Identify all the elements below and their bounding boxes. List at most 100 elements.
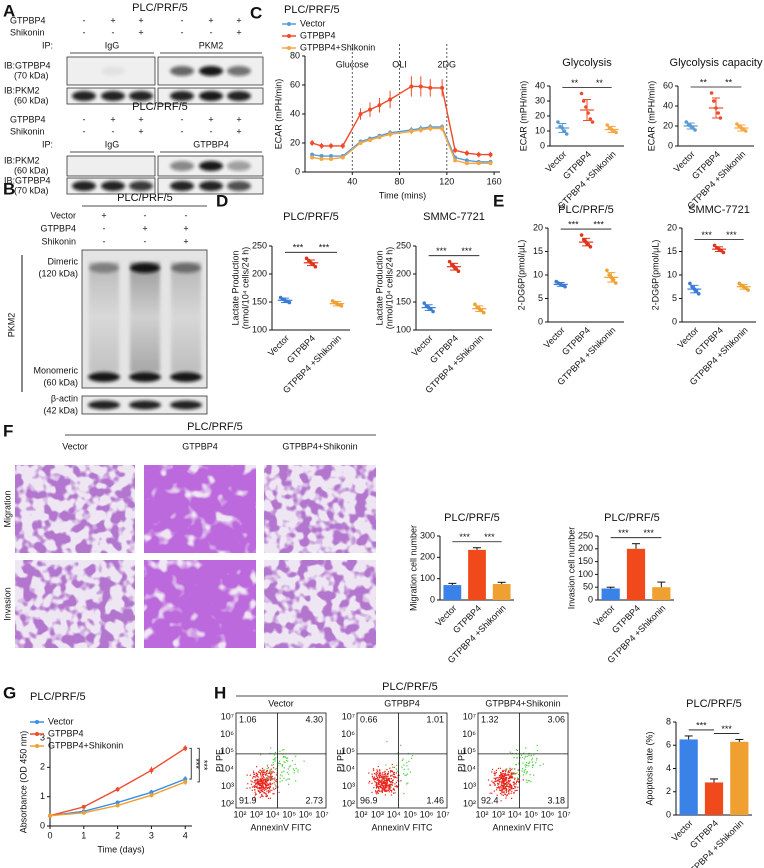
- event-dot: [384, 788, 386, 790]
- event-dot: [509, 770, 512, 772]
- event-dot: [379, 784, 381, 786]
- significance-label: ***: [459, 532, 470, 542]
- row-label: Shikonin: [41, 236, 76, 246]
- event-dot: [255, 775, 257, 777]
- event-dot: [383, 782, 385, 784]
- data-point: [607, 273, 611, 277]
- event-dot: [392, 782, 394, 784]
- sign: +: [110, 114, 115, 124]
- event-dot: [533, 774, 535, 776]
- data-point: [488, 152, 493, 157]
- event-dot: [508, 792, 510, 794]
- event-dot: [381, 772, 383, 774]
- axis-tick-label: 10⁶: [462, 729, 476, 739]
- event-dot: [253, 785, 255, 787]
- event-dot: [388, 791, 390, 793]
- event-dot: [494, 773, 497, 775]
- event-dot: [378, 779, 380, 782]
- y-tick-label: 15: [667, 246, 677, 256]
- data-point: [476, 161, 481, 166]
- event-dot: [530, 754, 532, 757]
- data-point: [743, 129, 748, 133]
- data-point: [115, 803, 120, 808]
- event-dot: [382, 787, 384, 789]
- axis-tick-label: 10³: [371, 809, 384, 819]
- event-dot: [493, 781, 495, 783]
- band-label: Dimeric: [48, 256, 79, 266]
- sign: +: [183, 236, 188, 246]
- event-dot: [382, 778, 384, 781]
- event-dot: [247, 783, 249, 785]
- event-dot: [513, 792, 515, 794]
- event-dot: [499, 780, 501, 782]
- event-dot: [382, 785, 384, 787]
- event-dot: [497, 767, 499, 770]
- band: [129, 181, 153, 191]
- data-point: [340, 143, 345, 148]
- event-dot: [285, 757, 287, 759]
- event-dot: [284, 756, 286, 758]
- event-dot: [283, 770, 285, 772]
- event-dot: [274, 751, 276, 754]
- data-point: [690, 284, 694, 289]
- y-tick-label: 200: [420, 552, 435, 562]
- event-dot: [493, 777, 495, 779]
- event-dot: [395, 772, 397, 774]
- quadrant-value: 91.9: [239, 795, 257, 805]
- event-dot: [392, 773, 394, 776]
- significance-label: **: [571, 78, 579, 88]
- event-dot: [503, 781, 505, 783]
- axis-tick-label: 10⁷: [342, 711, 355, 721]
- legend-label: GTPBP4: [300, 30, 336, 40]
- event-dot: [262, 769, 264, 771]
- event-dot: [386, 785, 388, 788]
- event-dot: [508, 768, 511, 770]
- event-dot: [531, 757, 534, 759]
- event-dot: [385, 782, 387, 784]
- axis-label: PI PE: [214, 749, 224, 772]
- event-dot: [391, 779, 394, 782]
- y-tick-label: 5: [672, 293, 677, 303]
- event-dot: [384, 785, 386, 787]
- event-dot: [503, 778, 505, 780]
- legend-marker: [35, 744, 39, 748]
- y-tick-label: 0: [588, 594, 593, 604]
- axis-label: AnnexinV FITC: [250, 822, 312, 832]
- event-dot: [505, 778, 507, 780]
- event-dot: [495, 777, 497, 779]
- axis-label: AnnexinV FITC: [371, 822, 433, 832]
- y-tick-label: 0: [538, 316, 543, 326]
- significance-label: ***: [701, 230, 712, 240]
- event-dot: [273, 782, 275, 784]
- event-dot: [506, 781, 509, 783]
- ib-label: (60 kDa): [14, 165, 49, 175]
- y-axis-label: Lactate Production: [374, 250, 384, 325]
- event-dot: [254, 773, 256, 775]
- event-dot: [406, 773, 408, 775]
- column-label: GTPBP4+Shikonin: [485, 698, 560, 708]
- event-dot: [501, 792, 503, 794]
- event-dot: [255, 793, 257, 795]
- event-dot: [388, 785, 390, 788]
- event-dot: [395, 781, 397, 783]
- event-dot: [270, 775, 272, 777]
- event-dot: [510, 784, 512, 786]
- chart-title: PLC/PRF/5: [284, 4, 340, 16]
- data-point: [579, 91, 584, 96]
- event-dot: [270, 770, 272, 773]
- data-point: [340, 155, 345, 160]
- axis-tick-label: 10⁴: [266, 809, 280, 819]
- event-dot: [385, 790, 387, 792]
- event-dot: [509, 784, 511, 786]
- event-dot: [516, 778, 519, 780]
- ip-label: IP:: [42, 40, 53, 50]
- event-dot: [274, 758, 276, 760]
- event-dot: [383, 789, 385, 791]
- event-dot: [504, 793, 506, 795]
- event-dot: [261, 778, 263, 780]
- significance-label: ***: [191, 758, 201, 769]
- event-dot: [251, 789, 253, 791]
- event-dot: [382, 782, 384, 785]
- event-dot: [392, 792, 395, 794]
- event-dot: [388, 787, 390, 789]
